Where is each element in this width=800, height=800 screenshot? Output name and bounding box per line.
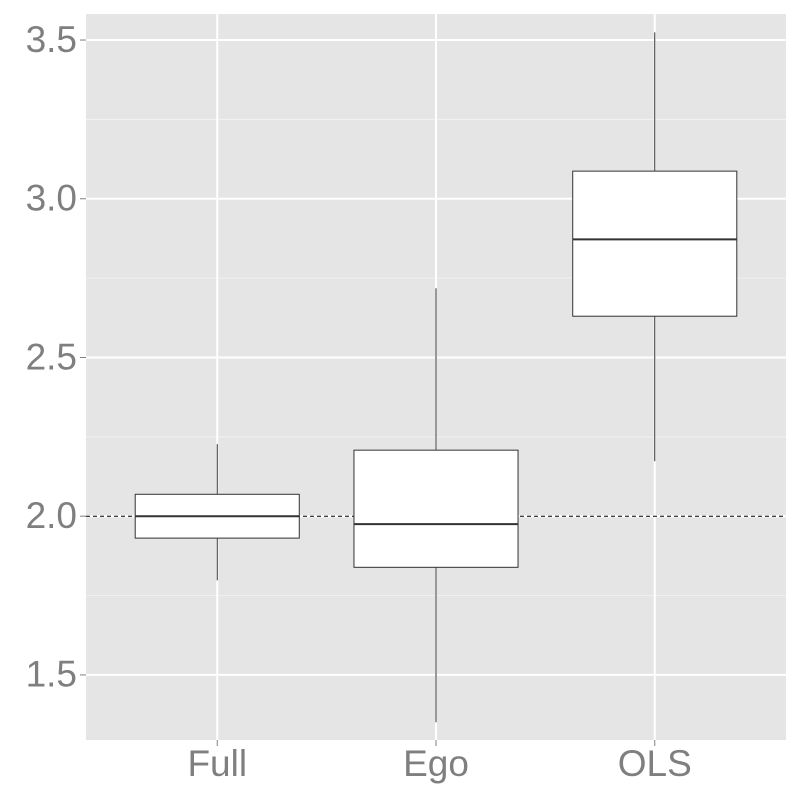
x-tick-label: OLS bbox=[618, 743, 692, 784]
box bbox=[572, 170, 738, 317]
y-tick-label: 3.0 bbox=[26, 178, 77, 219]
y-tick-label: 2.0 bbox=[26, 495, 77, 536]
box bbox=[353, 449, 519, 568]
y-tick-label: 3.5 bbox=[26, 19, 77, 60]
y-tick-label: 1.5 bbox=[26, 654, 77, 695]
y-tick-label: 2.5 bbox=[26, 336, 77, 377]
x-tick-label: Full bbox=[187, 743, 247, 784]
x-tick-label: Ego bbox=[403, 743, 469, 784]
